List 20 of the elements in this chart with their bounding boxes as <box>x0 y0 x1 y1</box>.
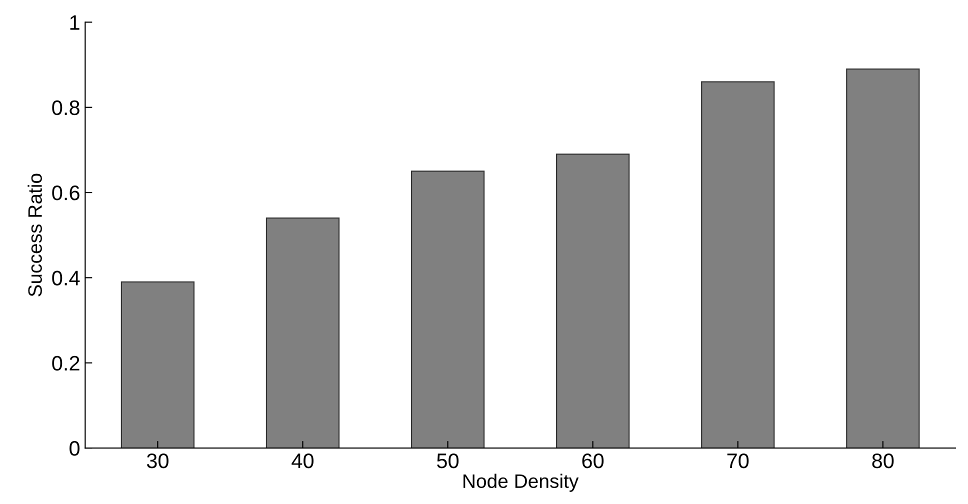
bar <box>120 281 195 448</box>
bar <box>701 81 775 448</box>
y-tick-label: 0.2 <box>52 356 80 371</box>
x-tick-label: 80 <box>872 453 894 468</box>
bar <box>846 68 920 448</box>
y-tick-label: 1 <box>70 15 80 30</box>
y-axis-title: Success Ratio <box>28 174 42 296</box>
y-tick-label: 0.4 <box>52 270 80 286</box>
bar <box>266 218 340 448</box>
x-tick-label: 60 <box>582 453 604 468</box>
bar <box>410 170 485 448</box>
bar <box>556 154 630 448</box>
y-tick-label: 0 <box>70 441 80 456</box>
x-tick-label: 70 <box>727 453 749 468</box>
x-tick-label: 50 <box>437 453 459 468</box>
x-axis-title: Node Density <box>464 474 579 492</box>
x-tick-label: 30 <box>146 453 168 468</box>
x-tick-label: 40 <box>292 453 314 468</box>
y-tick-label: 0.8 <box>52 100 80 116</box>
y-tick-label: 0.6 <box>52 186 80 200</box>
